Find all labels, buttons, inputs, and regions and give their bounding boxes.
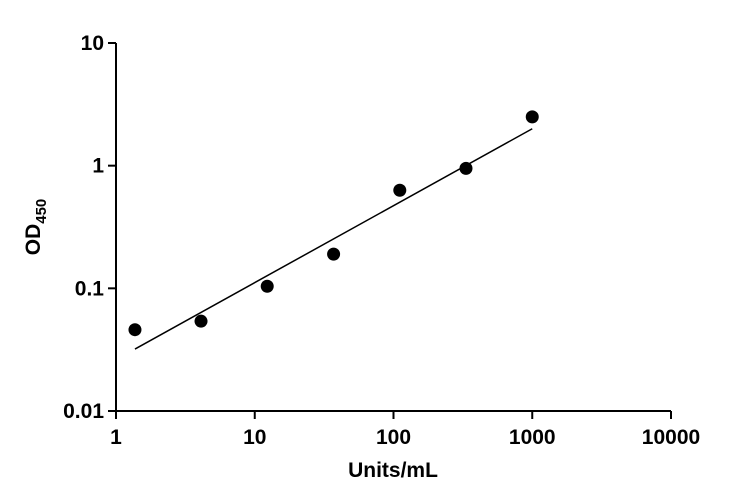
y-tick-label: 10 [81, 32, 104, 55]
data-point [525, 110, 539, 124]
x-axis-title: Units/mL [348, 459, 438, 482]
y-tick-label: 1 [92, 155, 104, 178]
x-tick-label: 10000 [642, 426, 700, 449]
data-point [393, 183, 407, 197]
data-point [260, 279, 274, 293]
x-tick-label: 10 [243, 426, 266, 449]
x-tick-label: 100 [376, 426, 411, 449]
y-axis-title-main: OD [22, 224, 45, 256]
y-tick-label: 0.01 [63, 400, 104, 423]
data-point [327, 247, 341, 261]
fit-line [134, 128, 533, 350]
data-point [128, 323, 142, 337]
x-tick-label: 1 [110, 426, 122, 449]
y-axis-title: OD450 [22, 199, 50, 256]
data-point [194, 314, 208, 328]
x-tick-label: 1000 [509, 426, 556, 449]
data-point [459, 161, 473, 175]
y-tick-label: 0.1 [75, 277, 105, 300]
y-axis-title-subscript: 450 [33, 199, 50, 224]
